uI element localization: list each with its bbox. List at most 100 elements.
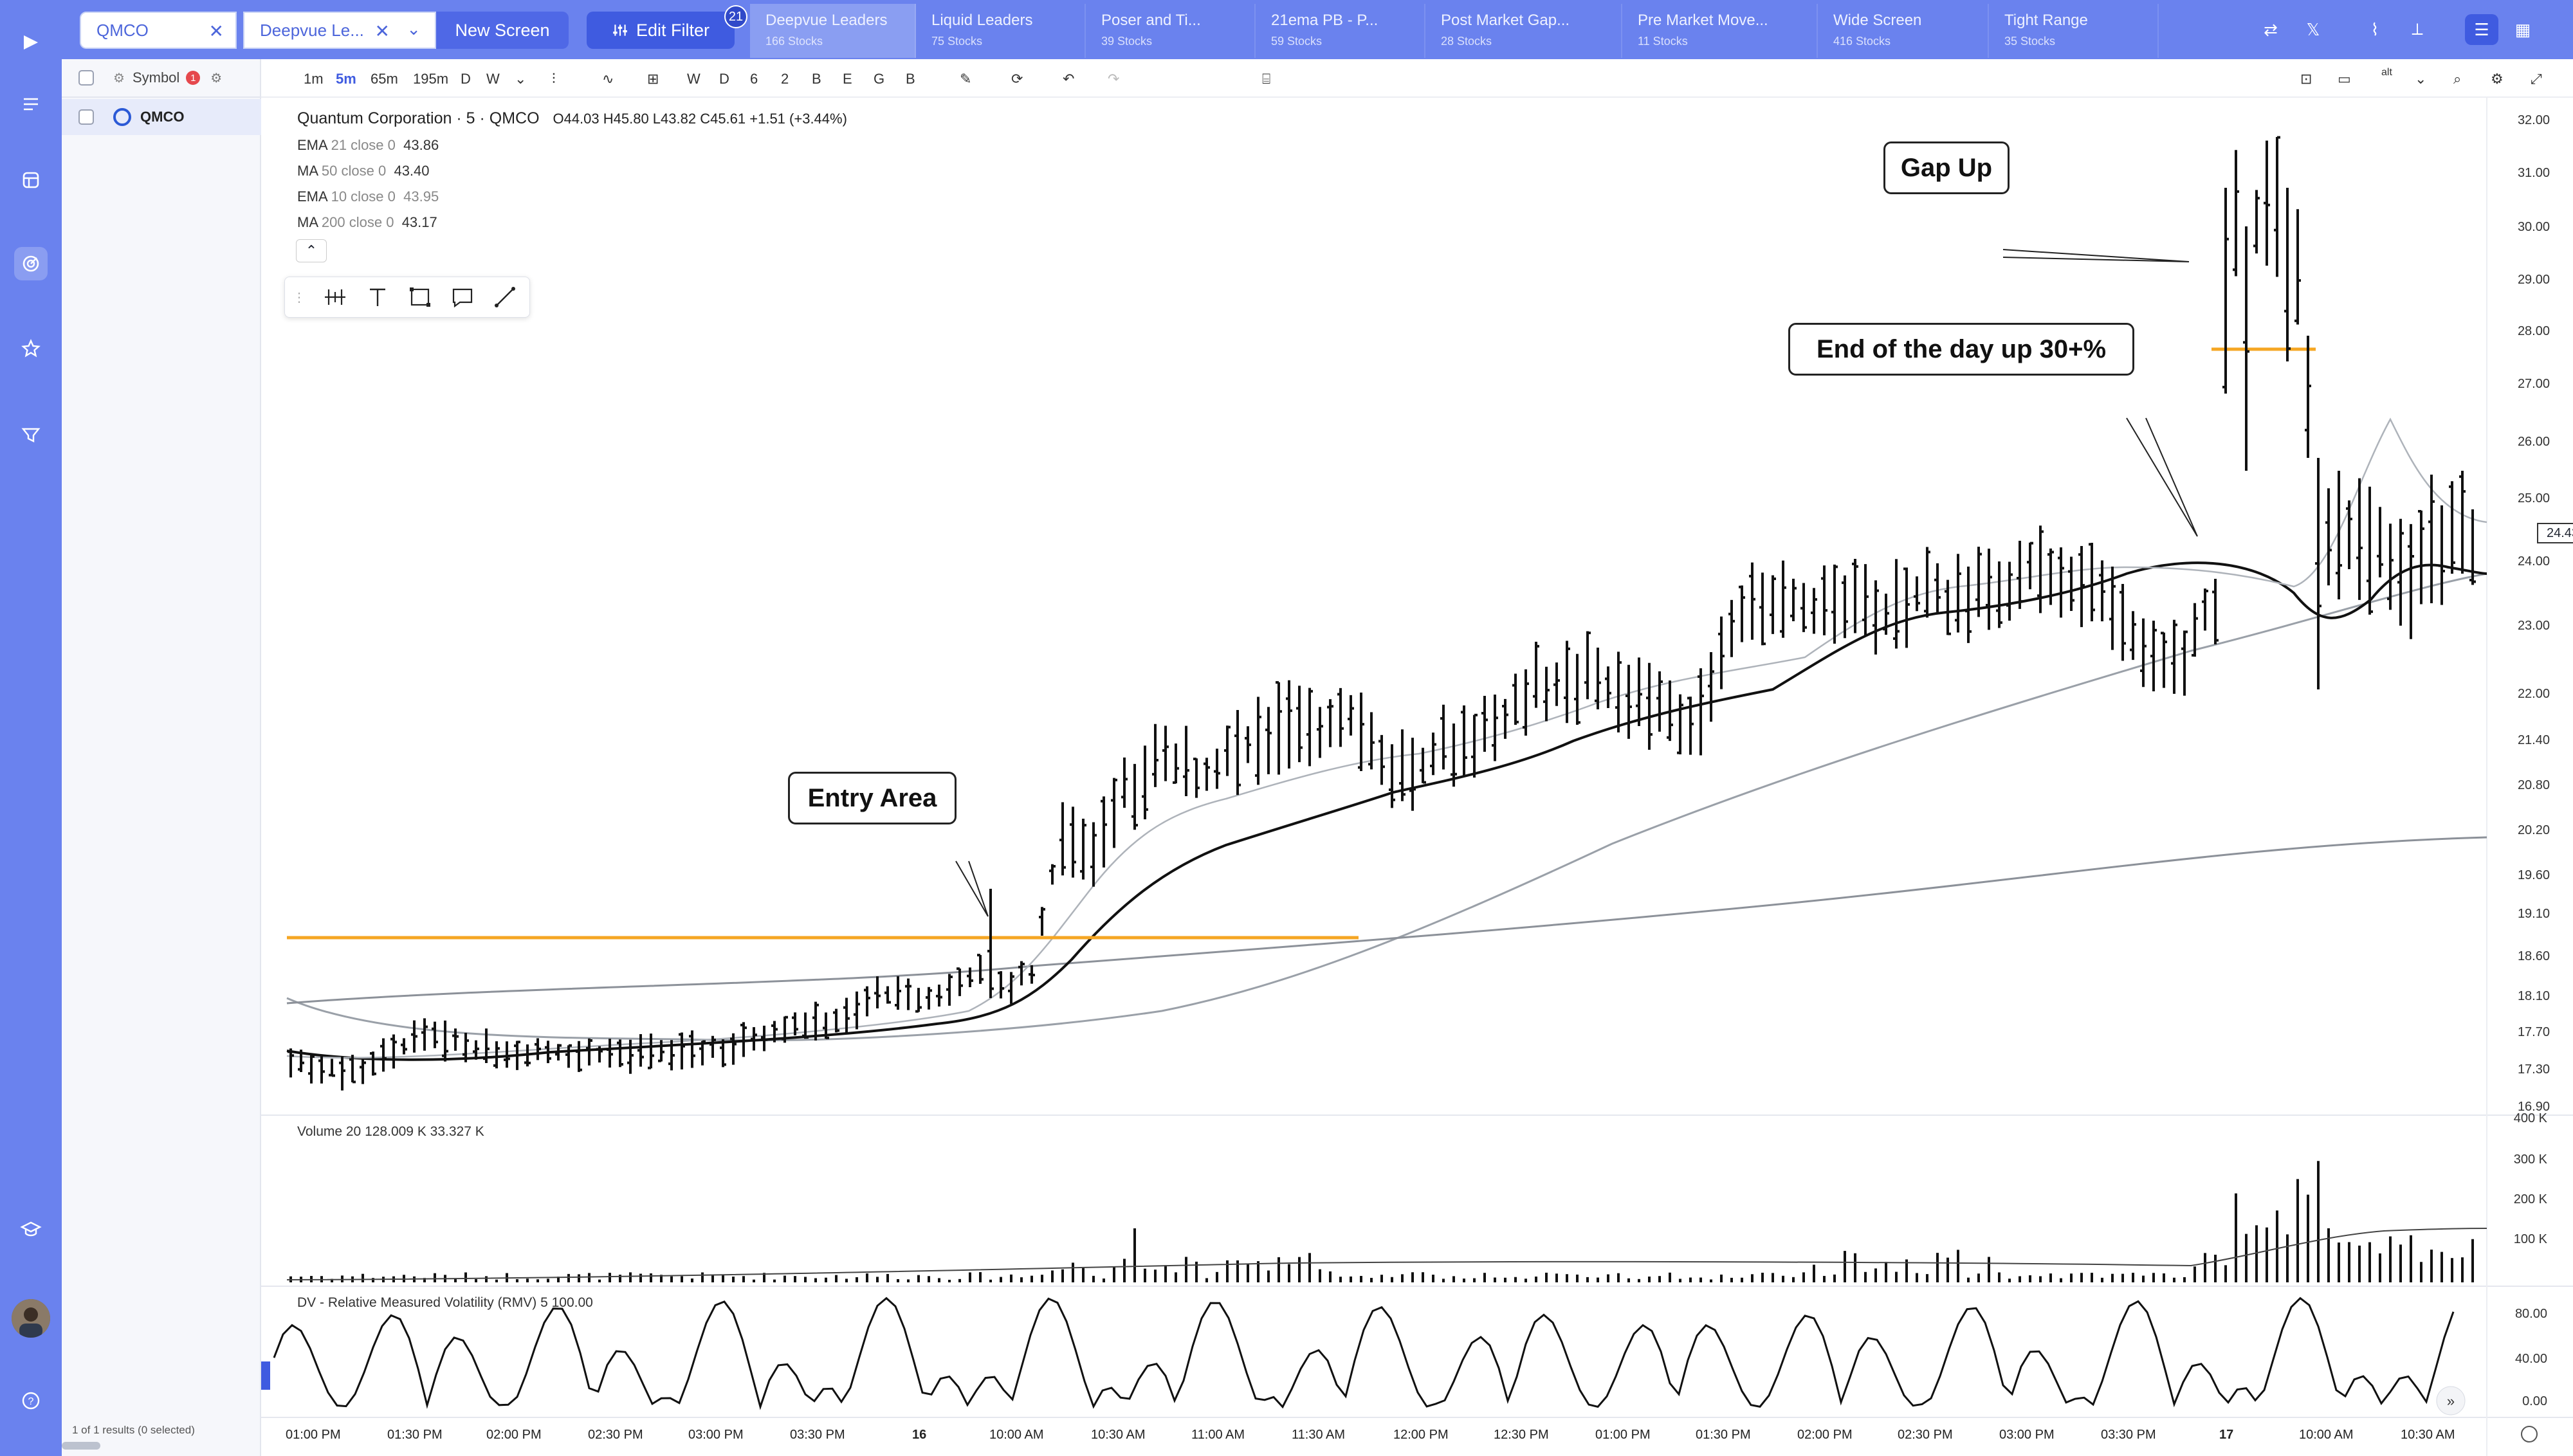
horizontal-scrollbar[interactable] — [62, 1442, 100, 1450]
chart-settings-icon[interactable]: ⚙ — [2491, 71, 2504, 87]
screen-tab[interactable]: Liquid Leaders 75 Stocks — [916, 4, 1086, 58]
screen-tab[interactable]: Post Market Gap... 28 Stocks — [1425, 4, 1622, 58]
timeframe-button[interactable]: 195m — [413, 71, 449, 87]
deepvue-logo-icon[interactable] — [14, 26, 48, 59]
chip-button[interactable]: 6 — [750, 71, 758, 87]
text-tool-icon[interactable] — [365, 284, 390, 310]
screen-tab[interactable]: 21ema PB - P... 59 Stocks — [1256, 4, 1425, 58]
price-bar — [1101, 796, 1107, 868]
close-screen-icon[interactable]: ✕ — [374, 21, 390, 41]
indicator-ma200[interactable]: MA 200 close 0 43.17 — [297, 214, 437, 230]
time-axis-label: 03:00 PM — [688, 1428, 744, 1442]
chip-button[interactable]: E — [843, 71, 852, 87]
undo-icon[interactable]: ↶ — [1063, 71, 1075, 87]
column-settings-icon[interactable]: ⚙ — [210, 71, 223, 86]
screen-tab[interactable]: Pre Market Move... 11 Stocks — [1622, 4, 1818, 58]
chip-button[interactable]: B — [812, 71, 821, 87]
indicator-ema21[interactable]: EMA 21 close 0 43.86 — [297, 137, 439, 153]
price-axis-label: 25.00 — [2517, 491, 2550, 505]
timeframe-button[interactable]: D — [461, 71, 471, 87]
chip-button[interactable]: D — [719, 71, 729, 87]
trendline-tool-icon[interactable] — [492, 284, 518, 310]
layout-split-icon[interactable]: ⟂ — [2412, 19, 2423, 39]
screen-selector[interactable]: Deepvue Le... ✕ ⌄ — [243, 12, 436, 49]
snapshot-icon[interactable]: ⌸ — [1262, 71, 1271, 87]
share-icon[interactable]: ⇄ — [2264, 19, 2278, 39]
callout-tool-icon[interactable] — [450, 284, 475, 310]
time-axis-settings-icon[interactable] — [2521, 1426, 2538, 1442]
help-icon[interactable]: ? — [14, 1384, 48, 1417]
indicator-ma50[interactable]: MA 50 close 0 43.40 — [297, 163, 430, 179]
timeframe-button[interactable]: W — [486, 71, 500, 87]
x-twitter-icon[interactable]: 𝕏 — [2306, 19, 2320, 39]
price-bar — [1873, 580, 1879, 655]
price-axis-label: 26.00 — [2517, 435, 2550, 449]
alt-dropdown-icon[interactable]: ⌄ — [2415, 71, 2427, 87]
grid-view-icon[interactable]: ▦ — [2514, 19, 2531, 39]
pencil-icon[interactable]: ✎ — [960, 71, 972, 87]
drag-handle-icon[interactable]: ⋮ — [293, 290, 306, 305]
volume-pane-label[interactable]: Volume 20 128.009 K 33.327 K — [297, 1124, 484, 1139]
pane-scroll-handle[interactable] — [261, 1361, 270, 1390]
chip-button[interactable]: G — [874, 71, 885, 87]
user-avatar[interactable] — [12, 1299, 50, 1338]
rmv-pane-label[interactable]: DV - Relative Measured Volatility (RMV) … — [297, 1295, 593, 1310]
screen-tab[interactable]: Deepvue Leaders 166 Stocks — [750, 4, 916, 58]
collapse-legend-button[interactable]: ⌃ — [296, 239, 327, 262]
settings-gear-icon[interactable]: ⚙ — [113, 71, 125, 86]
refresh-icon[interactable]: ⟳ — [1011, 71, 1023, 87]
indicator-ema10[interactable]: EMA 10 close 0 43.95 — [297, 188, 439, 205]
price-bar — [1903, 567, 1910, 648]
price-chart-canvas[interactable]: » — [261, 59, 2573, 1456]
gap-up-annotation[interactable]: Gap Up — [1883, 141, 2010, 194]
symbol-column-header[interactable]: Symbol — [132, 69, 180, 86]
price-bar — [1523, 669, 1529, 736]
screen-tab[interactable]: Tight Range 35 Stocks — [1989, 4, 2159, 58]
menu-icon[interactable] — [14, 87, 48, 121]
fullscreen-icon[interactable]: ⤢ — [2531, 71, 2542, 87]
price-bar — [2449, 481, 2455, 574]
star-icon[interactable] — [14, 332, 48, 365]
price-bar — [751, 1027, 757, 1051]
screener-icon[interactable] — [14, 418, 48, 451]
symbol-search-input[interactable]: QMCO ✕ — [80, 12, 237, 49]
clear-search-icon[interactable]: ✕ — [208, 21, 224, 41]
timeframe-button[interactable]: 5m — [336, 71, 356, 87]
edit-filter-button[interactable]: Edit Filter — [587, 12, 735, 49]
zoom-icon[interactable]: ⌕ — [2453, 71, 2462, 87]
price-bar — [339, 1056, 345, 1091]
screen-tab[interactable]: Poser and Ti... 39 Stocks — [1086, 4, 1256, 58]
layout-icon[interactable]: ⊡ — [2300, 71, 2312, 87]
new-screen-button[interactable]: New Screen — [436, 12, 569, 49]
list-view-icon[interactable]: ☰ — [2465, 14, 2498, 45]
education-icon[interactable] — [14, 1213, 48, 1246]
alt-toggle[interactable]: alt — [2381, 67, 2392, 78]
templates-icon[interactable]: ⊞ — [647, 71, 659, 87]
select-all-checkbox[interactable] — [78, 70, 94, 86]
scroll-right-button[interactable] — [2436, 1386, 2466, 1415]
dashboard-icon[interactable] — [14, 163, 48, 197]
indicators-icon[interactable]: ∿ — [602, 71, 614, 87]
chip-button[interactable]: 2 — [781, 71, 789, 87]
redo-icon[interactable]: ↷ — [1108, 71, 1120, 87]
chart-type-icon[interactable]: ⫶ — [552, 71, 556, 87]
chip-button[interactable]: B — [906, 71, 915, 87]
chip-button[interactable]: W — [687, 71, 700, 87]
row-checkbox[interactable] — [78, 109, 94, 125]
price-bar — [349, 1055, 356, 1084]
crosshair-tool-icon[interactable] — [322, 284, 348, 310]
end-of-day-annotation[interactable]: End of the day up 30+% — [1788, 323, 2134, 376]
timeframe-dropdown-icon[interactable]: ⌄ — [515, 71, 527, 87]
timeframe-button[interactable]: 65m — [371, 71, 398, 87]
price-axis-label: 27.00 — [2517, 377, 2550, 391]
price-bar — [2140, 618, 2147, 687]
entry-area-annotation[interactable]: Entry Area — [788, 772, 957, 824]
watchlist-row[interactable]: QMCO — [62, 99, 261, 135]
chevron-down-icon[interactable]: ⌄ — [407, 19, 421, 39]
rectangle-tool-icon[interactable] — [407, 284, 433, 310]
timeframe-button[interactable]: 1m — [304, 71, 324, 87]
folder-icon[interactable]: ▭ — [2338, 71, 2351, 87]
screen-tab[interactable]: Wide Screen 416 Stocks — [1818, 4, 1989, 58]
radar-icon[interactable] — [14, 247, 48, 280]
chart-view-icon[interactable]: ⌇ — [2370, 19, 2379, 39]
